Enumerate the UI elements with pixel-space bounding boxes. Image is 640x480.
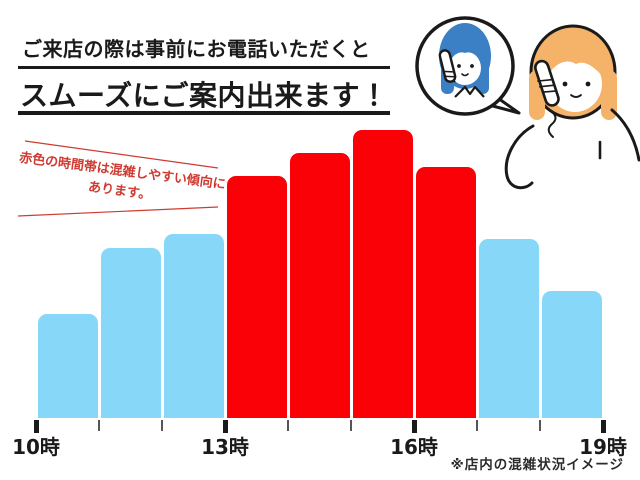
customer-phone-receiver-icon xyxy=(534,59,560,107)
bar-11-12時 xyxy=(100,248,161,418)
customer-avatar xyxy=(504,24,640,190)
axis-tick-label-13: 13時 xyxy=(201,435,249,459)
headline-underline-1 xyxy=(18,66,390,69)
headline-underline-2 xyxy=(18,111,390,115)
annotation-line-bottom xyxy=(17,206,219,217)
bar-15-16時 xyxy=(352,130,413,418)
bar-12-13時 xyxy=(163,234,224,418)
bar-14-15時 xyxy=(289,153,350,418)
operator-phone-receiver-icon xyxy=(438,49,457,83)
axis-tick-16 xyxy=(411,420,417,433)
bar-17-18時 xyxy=(478,239,539,418)
chart-caption: ※店内の混雑状況イメージ xyxy=(450,457,624,473)
customer-shoulder xyxy=(610,108,640,162)
annotation-guide-lines xyxy=(17,140,219,217)
bar-18-19時 xyxy=(541,291,602,418)
axis-tick-19 xyxy=(600,420,606,433)
bar-10-11時 xyxy=(37,314,98,418)
axis-tick-10 xyxy=(33,420,39,433)
axis-tick-label-10: 10時 xyxy=(12,435,60,459)
axis-tick-15 xyxy=(350,420,352,431)
axis-tick-13 xyxy=(222,420,228,433)
headline-line2: スムーズにご案内出来ます！ xyxy=(20,79,389,112)
axis-tick-14 xyxy=(287,420,289,431)
axis-tick-18 xyxy=(539,420,541,431)
headline-line1: ご来店の際は事前にお電話いただくと xyxy=(22,37,371,61)
operator-avatar xyxy=(438,23,491,98)
axis-tick-12 xyxy=(161,420,163,431)
axis-tick-17 xyxy=(476,420,478,431)
annotation-line-top xyxy=(24,140,219,169)
phone-call-illustration xyxy=(415,16,640,190)
axis-tick-11 xyxy=(98,420,100,431)
axis-tick-label-16: 16時 xyxy=(390,435,438,459)
phone-cord xyxy=(547,111,557,138)
customer-arm xyxy=(504,124,535,190)
operator-collar xyxy=(454,85,485,98)
